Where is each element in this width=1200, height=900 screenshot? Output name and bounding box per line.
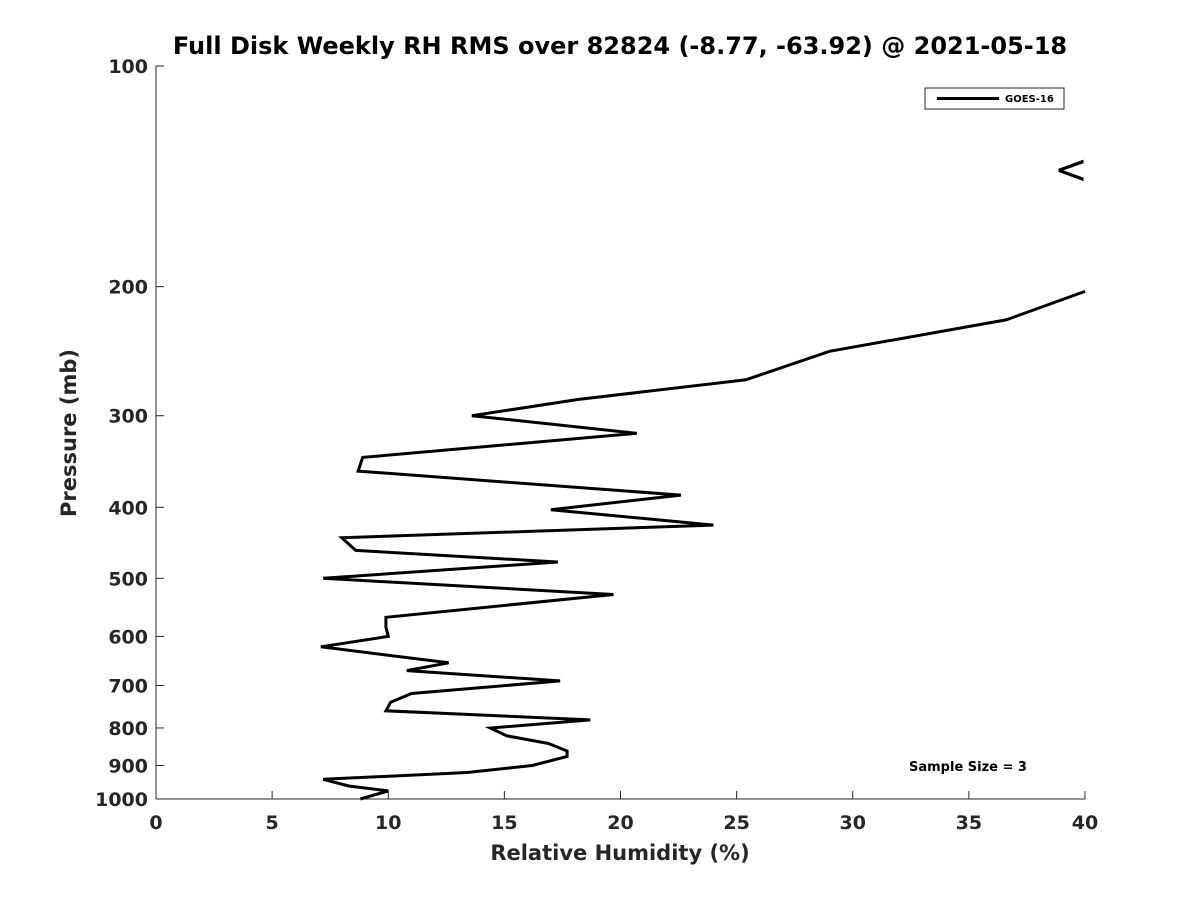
off-scale-marker: < xyxy=(1054,147,1088,193)
chart-title: Full Disk Weekly RH RMS over 82824 (-8.7… xyxy=(173,32,1067,60)
y-tick-label: 600 xyxy=(108,626,148,648)
x-tick-label: 20 xyxy=(607,812,633,834)
y-axis-label: Pressure (mb) xyxy=(57,349,81,517)
y-tick-label: 300 xyxy=(108,406,148,428)
x-tick-label: 40 xyxy=(1072,812,1098,834)
y-tick-label: 100 xyxy=(108,56,148,78)
sample-size-annotation: Sample Size = 3 xyxy=(909,760,1027,775)
x-tick-label: 25 xyxy=(723,812,749,834)
y-tick-label: 1000 xyxy=(95,789,148,811)
x-tick-label: 35 xyxy=(956,812,982,834)
x-tick-label: 0 xyxy=(149,812,162,834)
x-tick-label: 5 xyxy=(266,812,279,834)
y-tick-label: 700 xyxy=(108,675,148,697)
y-tick-label: 800 xyxy=(108,718,148,740)
y-tick-label: 500 xyxy=(108,568,148,590)
legend-label-goes-16: GOES-16 xyxy=(1005,94,1054,105)
y-tick-label: 200 xyxy=(108,277,148,299)
x-tick-label: 10 xyxy=(375,812,401,834)
x-ticks: 0 5 10 15 20 25 30 35 40 xyxy=(149,791,1098,834)
series-layer xyxy=(320,289,1086,801)
x-axis-label: Relative Humidity (%) xyxy=(490,841,749,865)
series-line-goes-16 xyxy=(320,289,1086,801)
legend: GOES-16 xyxy=(924,87,1065,110)
y-tick-label: 400 xyxy=(108,497,148,519)
y-tick-label: 900 xyxy=(108,755,148,777)
x-tick-label: 15 xyxy=(491,812,517,834)
y-ticks: 100 200 300 400 500 600 700 800 900 1000 xyxy=(95,56,164,811)
x-tick-label: 30 xyxy=(840,812,866,834)
